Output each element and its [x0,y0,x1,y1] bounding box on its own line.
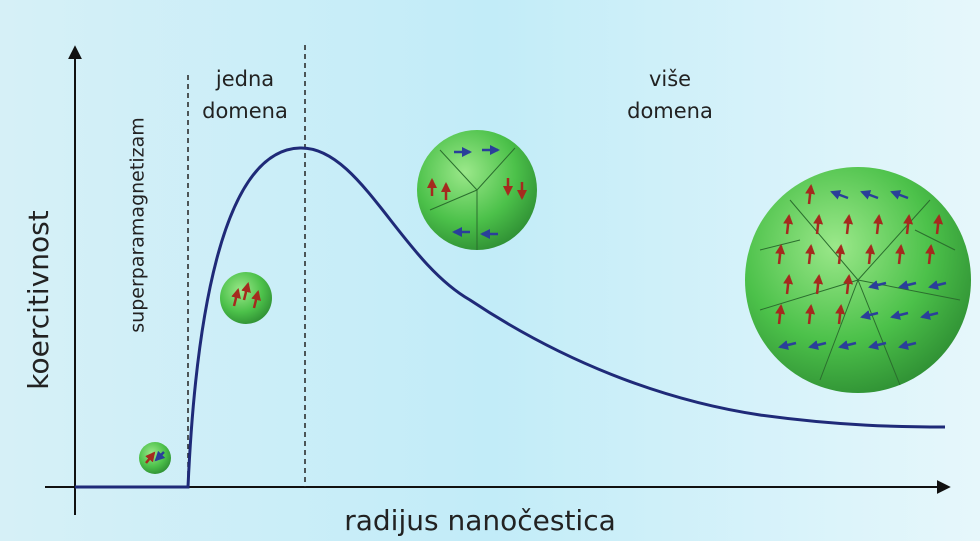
region-label: superparamagnetizam [127,117,149,332]
particle [139,442,171,474]
x-axis-label: radijus nanočestica [344,504,616,537]
diagram: superparamagnetizam jedna domena više do… [0,0,980,541]
region-label: domena [627,99,713,123]
region-label: više [649,67,691,91]
y-axis-label: koercitivnost [22,210,55,389]
region-label: jedna [215,67,274,91]
region-label: domena [202,99,288,123]
particle [220,272,272,324]
